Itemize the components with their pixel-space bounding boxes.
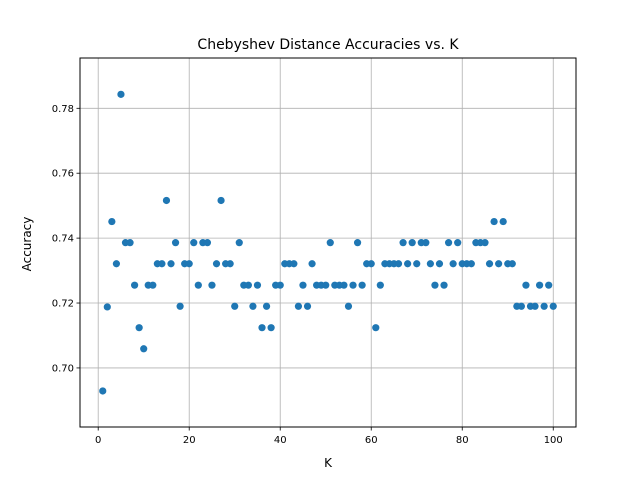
data-point bbox=[454, 239, 462, 247]
data-point bbox=[495, 260, 503, 268]
data-point bbox=[308, 260, 316, 268]
data-point bbox=[244, 281, 252, 289]
data-point bbox=[349, 281, 357, 289]
data-point bbox=[112, 260, 121, 268]
x-tick-label: 100 bbox=[544, 435, 563, 446]
data-point bbox=[408, 239, 416, 247]
data-point bbox=[399, 239, 407, 247]
chart-title: Chebyshev Distance Accuracies vs. K bbox=[197, 37, 459, 53]
data-point bbox=[212, 260, 221, 268]
x-tick-label: 80 bbox=[456, 435, 469, 446]
data-point bbox=[540, 302, 548, 310]
data-point bbox=[158, 260, 166, 268]
data-point bbox=[545, 281, 553, 289]
y-tick-label: 0.70 bbox=[52, 363, 74, 374]
data-point bbox=[322, 281, 330, 289]
data-point bbox=[217, 196, 225, 205]
data-point bbox=[340, 281, 348, 289]
data-point bbox=[531, 302, 539, 310]
data-point bbox=[535, 281, 544, 289]
data-point bbox=[485, 260, 494, 268]
grid bbox=[80, 58, 576, 427]
data-point bbox=[449, 260, 457, 268]
data-point bbox=[367, 260, 375, 268]
data-point bbox=[194, 281, 202, 289]
data-point bbox=[490, 217, 498, 226]
y-tick-label: 0.78 bbox=[52, 104, 74, 115]
y-axis-label: Accuracy bbox=[20, 217, 34, 272]
data-point bbox=[444, 239, 453, 247]
data-point bbox=[185, 260, 193, 268]
data-point bbox=[435, 260, 444, 268]
data-point bbox=[117, 90, 125, 98]
data-point bbox=[258, 324, 266, 332]
data-point bbox=[294, 302, 303, 310]
data-point bbox=[276, 281, 284, 289]
data-point bbox=[235, 239, 243, 247]
y-tick-label: 0.72 bbox=[52, 299, 74, 310]
data-point bbox=[431, 281, 439, 289]
data-point bbox=[299, 281, 307, 289]
data-point bbox=[517, 302, 525, 310]
data-point bbox=[358, 281, 366, 289]
data-point bbox=[190, 239, 198, 247]
data-point bbox=[162, 196, 171, 205]
data-point bbox=[208, 281, 216, 289]
data-point bbox=[99, 387, 107, 395]
x-tick-label: 20 bbox=[183, 435, 196, 446]
x-tick-label: 0 bbox=[95, 435, 101, 446]
data-point bbox=[394, 260, 403, 268]
data-point bbox=[440, 281, 448, 289]
data-point bbox=[508, 260, 516, 268]
data-point bbox=[499, 217, 507, 226]
x-axis-label: K bbox=[324, 456, 333, 470]
data-points bbox=[99, 90, 557, 395]
data-point bbox=[203, 239, 212, 247]
data-point bbox=[522, 281, 530, 289]
data-point bbox=[176, 302, 184, 310]
data-point bbox=[426, 260, 434, 268]
data-point bbox=[131, 281, 139, 289]
data-point bbox=[467, 260, 475, 268]
data-point bbox=[253, 281, 262, 289]
data-point bbox=[231, 302, 239, 310]
data-point bbox=[326, 239, 334, 247]
data-point bbox=[267, 324, 275, 332]
x-tick-label: 60 bbox=[365, 435, 378, 446]
data-point bbox=[262, 302, 271, 310]
y-tick-label: 0.76 bbox=[52, 169, 74, 180]
data-point bbox=[226, 260, 234, 268]
data-point bbox=[290, 260, 298, 268]
data-point bbox=[108, 217, 116, 226]
data-point bbox=[149, 281, 157, 289]
data-point bbox=[404, 260, 412, 268]
data-point bbox=[413, 260, 421, 268]
x-tick-label: 40 bbox=[274, 435, 287, 446]
data-point bbox=[372, 324, 380, 332]
y-axis-ticks: 0.70 0.72 0.74 0.76 0.78 bbox=[52, 104, 80, 374]
data-point bbox=[126, 239, 134, 247]
data-point bbox=[249, 302, 257, 310]
data-point bbox=[481, 239, 489, 247]
data-point bbox=[353, 239, 362, 247]
x-axis-ticks: 0 20 40 60 80 100 bbox=[95, 427, 563, 446]
data-point bbox=[549, 302, 557, 310]
y-tick-label: 0.74 bbox=[52, 234, 74, 245]
data-point bbox=[171, 239, 180, 247]
plot-frame bbox=[79, 57, 577, 428]
data-point bbox=[376, 281, 384, 289]
data-point bbox=[422, 239, 430, 247]
data-point bbox=[344, 302, 353, 310]
data-point bbox=[140, 345, 148, 353]
data-point bbox=[103, 303, 111, 311]
data-point bbox=[303, 302, 312, 310]
data-point bbox=[135, 324, 143, 332]
data-point bbox=[167, 260, 175, 268]
